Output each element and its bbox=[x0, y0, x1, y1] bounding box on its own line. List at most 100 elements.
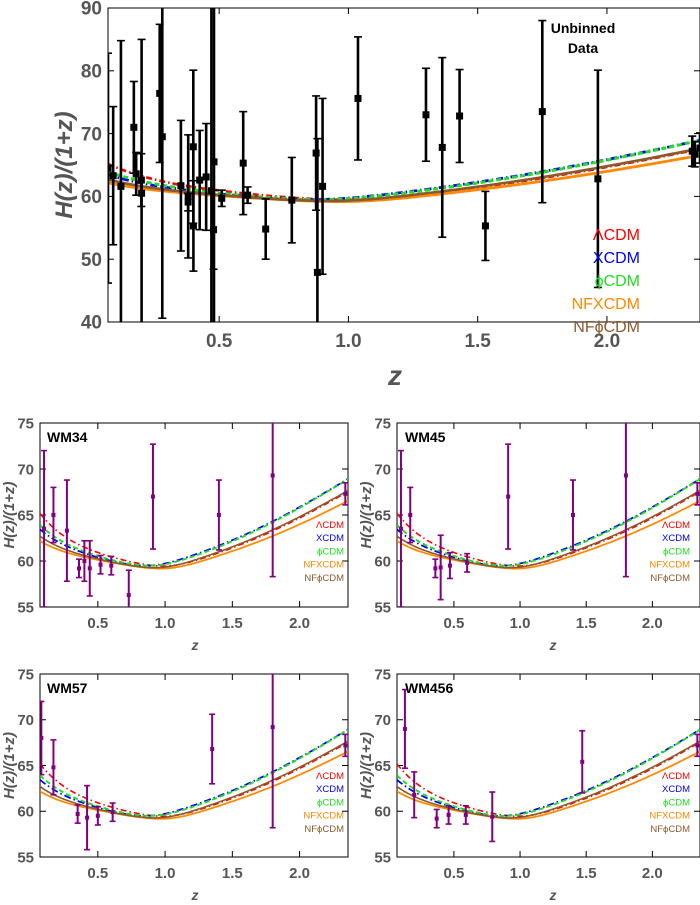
data-point bbox=[594, 175, 602, 183]
data-point bbox=[343, 491, 348, 496]
data-point bbox=[130, 123, 138, 131]
legend-entry-phiCDM: ϕCDM bbox=[317, 546, 344, 557]
model-curve-NFphiCDM bbox=[397, 489, 700, 569]
legend-entry-NFXCDM: NFXCDM bbox=[303, 811, 344, 822]
legend-entry-NFXCDM: NFXCDM bbox=[572, 296, 640, 313]
x-axis-label: z bbox=[549, 637, 557, 653]
x-tick-label: 1.5 bbox=[222, 865, 243, 882]
data-point bbox=[538, 108, 546, 116]
model-curve-NFphiCDM bbox=[40, 740, 348, 819]
panel-title: WM45 bbox=[405, 429, 446, 445]
data-point bbox=[95, 813, 100, 818]
data-point bbox=[126, 593, 131, 598]
data-point bbox=[156, 89, 164, 97]
y-axis-label: H(z)/(1+z) bbox=[1, 732, 18, 799]
data-point bbox=[446, 812, 451, 817]
data-point bbox=[288, 196, 296, 204]
data-point bbox=[691, 150, 699, 158]
annotation-text: Data bbox=[568, 40, 599, 56]
data-point bbox=[216, 513, 221, 517]
x-tick-label: 0.5 bbox=[443, 615, 464, 632]
data-point bbox=[408, 513, 413, 517]
model-curve-XCDM bbox=[397, 477, 700, 567]
data-point bbox=[117, 182, 125, 190]
legend-entry-XCDM: XCDM bbox=[662, 784, 690, 795]
data-point bbox=[580, 759, 585, 764]
model-curve-LCDM bbox=[40, 741, 348, 818]
model-curve-LCDM bbox=[40, 490, 348, 567]
y-tick-label: 55 bbox=[17, 849, 34, 866]
data-point bbox=[438, 143, 446, 151]
y-tick-label: 70 bbox=[374, 712, 391, 729]
data-points bbox=[108, 8, 700, 322]
y-tick-label: 75 bbox=[17, 415, 34, 432]
data-point bbox=[434, 816, 439, 821]
legend-entry-LCDM: ΛCDM bbox=[316, 520, 344, 531]
y-tick-label: 75 bbox=[374, 666, 391, 683]
model-curve-NFXCDM bbox=[40, 750, 348, 820]
y-tick-label: 55 bbox=[374, 599, 391, 616]
data-point bbox=[98, 562, 103, 567]
y-tick-label: 80 bbox=[81, 61, 102, 82]
legend-entry-LCDM: ΛCDM bbox=[593, 227, 640, 244]
data-point bbox=[40, 736, 44, 741]
y-axis-label: H(z)/(1+z) bbox=[358, 732, 375, 799]
data-point bbox=[456, 112, 464, 120]
panel-title: WM34 bbox=[47, 429, 88, 445]
data-point bbox=[354, 94, 362, 102]
data-point bbox=[433, 566, 438, 571]
x-axis-label: z bbox=[549, 887, 557, 903]
y-tick-label: 60 bbox=[17, 553, 34, 570]
panel-title: WM57 bbox=[47, 680, 88, 696]
data-point bbox=[313, 268, 321, 276]
x-tick-label: 1.5 bbox=[464, 331, 491, 352]
x-tick-label: 2.0 bbox=[642, 615, 663, 632]
data-point bbox=[570, 513, 575, 517]
data-point bbox=[64, 528, 69, 533]
data-points bbox=[40, 674, 348, 851]
legend-entry-phiCDM: ϕCDM bbox=[663, 797, 690, 808]
legend-entry-NFphiCDM: NFϕCDM bbox=[650, 824, 690, 835]
y-tick-label: 90 bbox=[81, 0, 102, 20]
x-tick-label: 0.5 bbox=[443, 865, 464, 882]
data-point bbox=[210, 747, 215, 752]
y-tick-label: 65 bbox=[374, 758, 391, 775]
x-tick-label: 2.0 bbox=[594, 331, 620, 352]
y-tick-label: 70 bbox=[81, 124, 102, 145]
chart-panel-3: 0.5 1.0 1.5 2.0 55 60 65 70 75 z H(z)/(1+z) WM57 ΛCD… bbox=[1, 666, 349, 903]
legend-entry-NFphiCDM: NFϕCDM bbox=[304, 824, 344, 835]
legend-entry-NFXCDM: NFXCDM bbox=[649, 560, 690, 571]
data-point bbox=[110, 810, 115, 815]
data-point bbox=[108, 164, 112, 172]
x-tick-label: 1.5 bbox=[222, 615, 243, 632]
data-point bbox=[85, 815, 90, 820]
model-curve-XCDM bbox=[397, 728, 700, 817]
x-tick-label: 2.0 bbox=[642, 865, 663, 882]
data-point bbox=[51, 513, 56, 517]
y-tick-label: 60 bbox=[374, 804, 391, 821]
data-point bbox=[447, 563, 452, 568]
model-curves bbox=[40, 728, 348, 820]
legend-entry-NFphiCDM: NFϕCDM bbox=[304, 573, 344, 584]
data-point bbox=[189, 143, 197, 151]
y-tick-label: 70 bbox=[374, 461, 391, 478]
y-axis-label: H(z)/(1+z) bbox=[1, 481, 18, 548]
data-point bbox=[177, 182, 185, 190]
y-tick-label: 65 bbox=[374, 507, 391, 524]
data-point bbox=[138, 189, 146, 197]
chart-panel-2: 0.5 1.0 1.5 2.0 55 60 65 70 75 z H(z)/(1+z) WM45 ΛCD… bbox=[358, 415, 700, 653]
model-curve-NFXCDM bbox=[40, 500, 348, 570]
legend-entry-NFXCDM: NFXCDM bbox=[649, 811, 690, 822]
model-curve-phiCDM bbox=[397, 478, 700, 567]
x-tick-label: 1.0 bbox=[335, 331, 361, 352]
data-point bbox=[75, 811, 80, 816]
data-point bbox=[239, 159, 247, 167]
data-point bbox=[218, 194, 226, 202]
x-axis-label: z bbox=[191, 637, 199, 653]
model-curve-XCDM bbox=[40, 477, 348, 567]
x-tick-label: 1.0 bbox=[510, 615, 531, 632]
y-tick-label: 75 bbox=[17, 666, 34, 683]
data-point bbox=[463, 812, 468, 817]
x-tick-label: 2.0 bbox=[289, 615, 310, 632]
legend-entry-LCDM: ΛCDM bbox=[662, 520, 690, 531]
